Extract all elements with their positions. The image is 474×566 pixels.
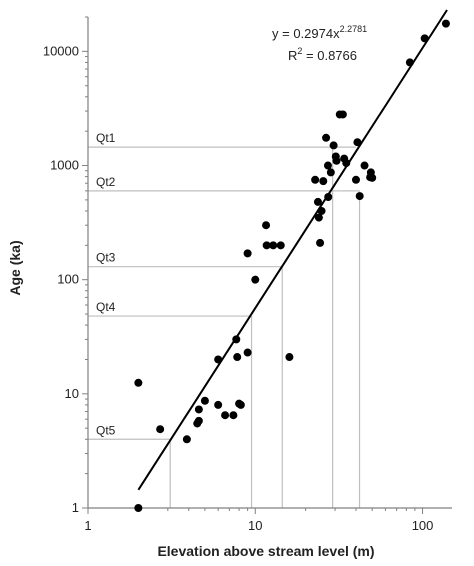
data-point — [276, 241, 285, 250]
regression-equation: y = 0.2974x2.2781 — [272, 24, 367, 41]
data-point — [221, 411, 230, 420]
x-axis-title: Elevation above stream level (m) — [157, 543, 374, 559]
data-point — [322, 133, 331, 142]
y-tick-label: 1 — [72, 500, 79, 515]
y-tick-label: 10000 — [43, 43, 79, 58]
data-point — [338, 110, 347, 119]
data-point — [405, 58, 414, 67]
data-point — [232, 335, 241, 344]
trendline — [137, 9, 448, 491]
terrace-label-qt2: Qt2 — [96, 175, 116, 189]
y-tick-label: 100 — [57, 272, 79, 287]
data-point — [351, 175, 360, 184]
x-tick-label: 100 — [412, 518, 434, 533]
terrace-label-qt1: Qt1 — [96, 131, 116, 145]
terrace-label-qt4: Qt4 — [96, 300, 116, 314]
data-point — [200, 396, 209, 405]
data-point — [262, 241, 271, 250]
data-point — [326, 168, 335, 177]
data-point — [323, 161, 332, 170]
r2-superscript: 2 — [297, 46, 302, 56]
data-point — [314, 213, 323, 222]
data-point — [233, 353, 242, 362]
y-axis-title: Age (ka) — [7, 240, 23, 295]
data-point — [214, 400, 223, 409]
data-point — [229, 411, 238, 420]
labels: Qt1 Qt2 Qt3 Qt4 Qt5 — [96, 131, 116, 437]
data-point — [243, 348, 252, 357]
data-point — [251, 275, 260, 284]
data-points — [134, 19, 450, 512]
data-point — [243, 249, 252, 258]
x-tick-label: 10 — [248, 518, 262, 533]
data-point — [214, 355, 223, 364]
data-point — [262, 221, 271, 230]
data-point — [311, 175, 320, 184]
data-point — [236, 400, 245, 409]
r-squared: R2 = 0.8766 — [288, 46, 357, 63]
data-point — [420, 34, 429, 43]
x-tick-label: 1 — [84, 518, 91, 533]
terrace-label-qt3: Qt3 — [96, 251, 116, 265]
data-point — [329, 141, 338, 150]
equation-text: y = 0.2974x — [272, 26, 340, 41]
data-point — [317, 206, 326, 215]
equation-exponent: 2.2781 — [340, 24, 368, 34]
data-point — [182, 435, 191, 444]
data-point — [316, 238, 325, 247]
data-point — [360, 161, 369, 170]
data-point — [156, 425, 165, 434]
data-point — [368, 173, 377, 182]
data-point — [324, 193, 333, 202]
r2-symbol: R — [288, 48, 297, 63]
trendline-group — [137, 9, 448, 491]
data-point — [353, 138, 362, 147]
data-point — [134, 504, 143, 512]
data-point — [342, 159, 351, 168]
data-point — [441, 19, 450, 28]
data-point — [355, 192, 364, 201]
terrace-reference-lines — [88, 146, 361, 508]
data-point — [313, 197, 322, 206]
data-point — [319, 177, 328, 186]
data-point — [194, 405, 203, 414]
terrace-label-qt5: Qt5 — [96, 423, 116, 437]
data-point — [194, 416, 203, 425]
y-tick-label: 10 — [65, 386, 79, 401]
y-tick-label: 1000 — [50, 158, 79, 173]
data-point — [269, 241, 278, 250]
data-point — [134, 378, 143, 387]
data-point — [332, 156, 341, 165]
data-point — [285, 353, 294, 362]
r2-value: = 0.8766 — [302, 48, 357, 63]
axes: 1 10 100 1000 10000 1 10 100 — [43, 16, 452, 533]
